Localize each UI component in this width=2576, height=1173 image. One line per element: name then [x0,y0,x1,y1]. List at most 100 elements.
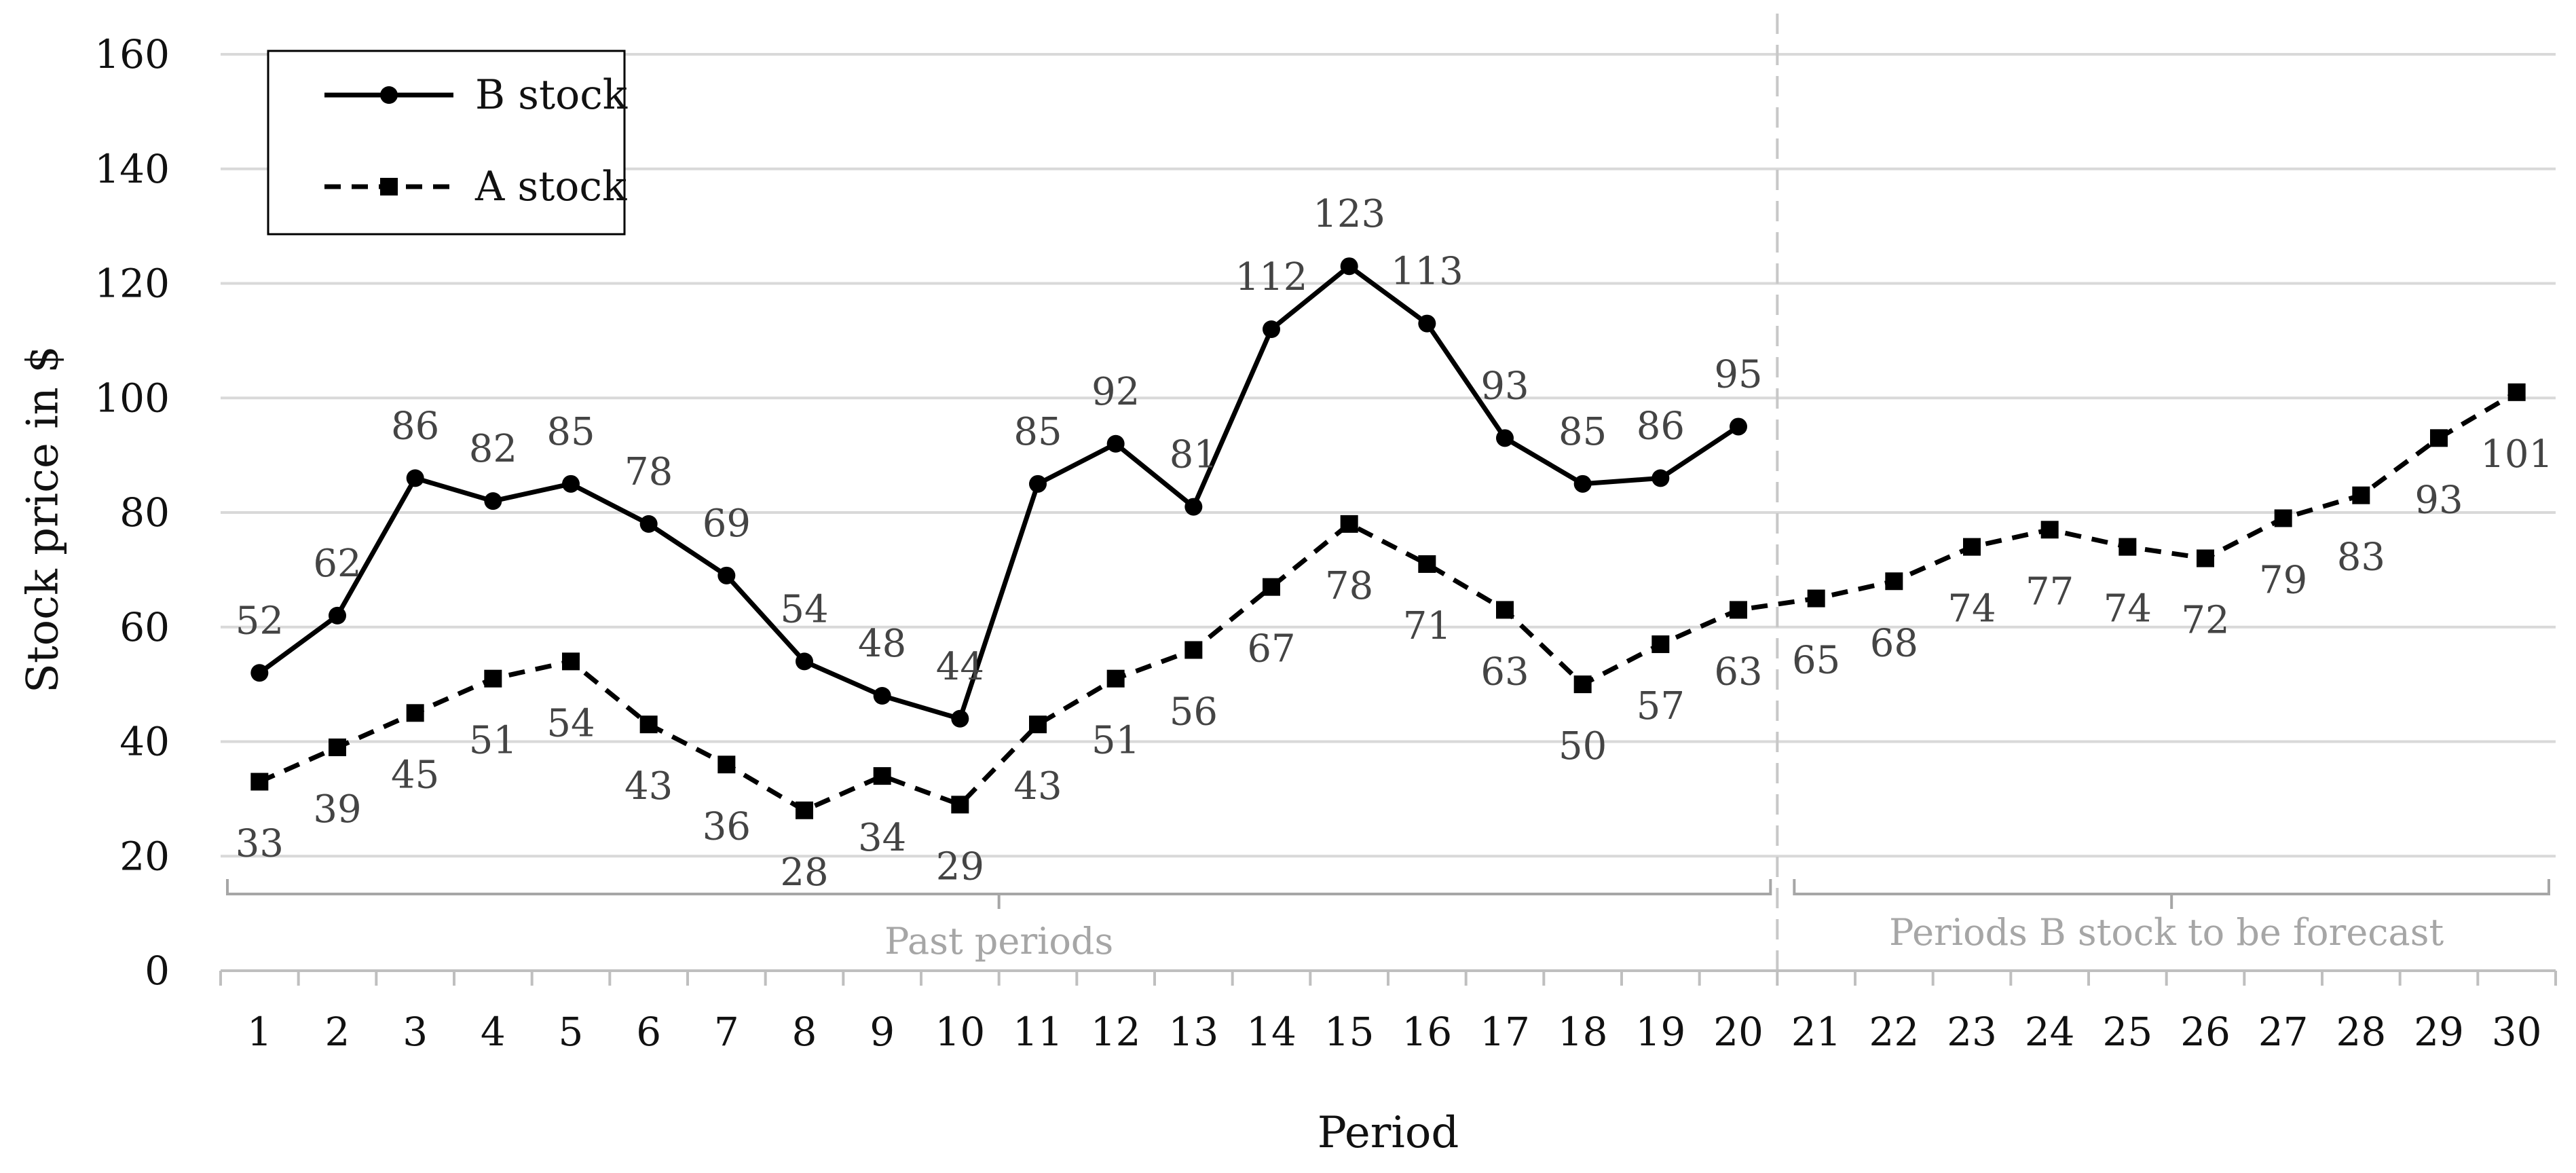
x-tick-label-13: 13 [1168,1009,1218,1055]
data-label-b-stock-14: 112 [1235,255,1308,299]
data-label-a-stock-13: 56 [1170,690,1218,734]
data-label-a-stock-4: 51 [469,719,517,763]
x-tick-label-15: 15 [1324,1009,1375,1055]
series-b-stock [250,257,1747,728]
data-label-b-stock-8: 54 [780,587,828,631]
marker-a-stock-15 [1340,515,1358,533]
marker-b-stock-20 [1730,417,1747,436]
x-tick-label-11: 11 [1013,1009,1063,1055]
x-tick-label-2: 2 [325,1009,350,1055]
data-label-a-stock-26: 72 [2181,599,2229,643]
x-tick-label-4: 4 [481,1009,506,1055]
data-label-b-stock-5: 85 [546,410,595,454]
y-tick-label-80: 80 [119,489,170,536]
x-tick-label-22: 22 [1869,1009,1919,1055]
data-label-a-stock-6: 43 [624,764,673,808]
bracket-past [226,879,1772,909]
marker-a-stock-29 [2430,429,2448,447]
marker-a-stock-21 [1807,589,1825,608]
x-tick-label-9: 9 [870,1009,895,1055]
marker-b-stock-7 [717,566,736,584]
past-periods-label: Past periods [884,920,1113,963]
data-label-b-stock-4: 82 [469,427,517,471]
x-tick-labels: 1 2 3 4 5 6 7 8 9 10 11 12 13 14 15 16 17 18 19 20 21 22 23 24 2… [247,1009,2542,1055]
x-tick-label-25: 25 [2102,1009,2152,1055]
marker-b-stock-13 [1184,498,1203,516]
y-axis-title: Stock price in $ [18,346,69,693]
x-tick-label-3: 3 [403,1009,428,1055]
marker-a-stock-27 [2274,509,2292,527]
legend-marker-a-stock [380,178,398,196]
marker-a-stock-23 [1963,538,1981,556]
marker-a-stock-5 [562,652,580,671]
axes [219,969,2557,986]
data-label-a-stock-22: 68 [1870,621,1918,665]
x-tick-label-24: 24 [2025,1009,2075,1055]
x-axis-title: Period [1318,1108,1459,1158]
y-tick-label-100: 100 [94,375,170,421]
marker-b-stock-1 [250,664,269,682]
data-label-a-stock-3: 45 [391,753,439,797]
data-label-b-stock-20: 95 [1714,352,1762,396]
marker-a-stock-19 [1651,635,1670,654]
x-tick-label-30: 30 [2492,1009,2542,1055]
data-label-a-stock-11: 43 [1013,764,1062,808]
x-tick-label-17: 17 [1480,1009,1530,1055]
x-tick-label-1: 1 [247,1009,272,1055]
data-label-a-stock-30: 101 [2480,432,2553,477]
data-label-b-stock-17: 93 [1480,364,1529,408]
data-label-b-stock-18: 85 [1558,410,1607,454]
bracket-forecast [1793,879,2550,909]
data-label-b-stock-10: 44 [936,645,984,689]
marker-a-stock-28 [2352,486,2370,504]
data-label-a-stock-5: 54 [546,701,595,745]
marker-b-stock-6 [639,515,658,533]
x-tick-label-5: 5 [559,1009,584,1055]
data-label-a-stock-16: 71 [1403,604,1451,648]
data-label-b-stock-16: 113 [1391,250,1463,294]
marker-a-stock-25 [2118,538,2137,556]
y-tick-label-40: 40 [119,719,170,765]
marker-a-stock-6 [639,715,658,734]
marker-b-stock-5 [562,474,580,493]
marker-a-stock-11 [1029,715,1047,734]
marker-b-stock-4 [484,492,502,510]
marker-a-stock-12 [1106,669,1125,688]
data-label-a-stock-29: 93 [2414,478,2463,522]
data-labels-a-stock: 33 39 45 51 54 43 36 28 34 29 43 51 56 67 78 71 63 50 57 63… [236,432,2553,895]
legend-box [267,50,626,236]
data-label-a-stock-28: 83 [2337,536,2385,580]
x-tick-label-27: 27 [2258,1009,2309,1055]
data-label-a-stock-10: 29 [936,844,984,889]
marker-b-stock-8 [796,652,813,671]
data-label-b-stock-3: 86 [391,404,439,448]
marker-a-stock-1 [250,772,269,791]
y-tick-labels: 0 20 40 60 80 100 120 140 160 [94,31,170,994]
marker-b-stock-19 [1651,469,1670,487]
y-tick-label-120: 120 [94,261,170,307]
x-tick-label-12: 12 [1091,1009,1141,1055]
marker-a-stock-30 [2507,383,2526,401]
marker-a-stock-24 [2040,521,2059,539]
data-label-a-stock-9: 34 [858,816,906,860]
data-label-b-stock-2: 62 [313,542,361,586]
marker-a-stock-10 [951,796,969,814]
x-tick-label-16: 16 [1402,1009,1452,1055]
marker-b-stock-11 [1029,474,1047,493]
x-tick-label-19: 19 [1635,1009,1685,1055]
data-label-b-stock-9: 48 [858,622,906,666]
marker-b-stock-10 [951,709,969,728]
x-tick-label-26: 26 [2180,1009,2230,1055]
data-label-b-stock-13: 81 [1170,433,1218,477]
x-tick-label-18: 18 [1558,1009,1608,1055]
forecast-periods-label: Periods B stock to be forecast [1889,911,2444,954]
marker-b-stock-9 [873,687,891,705]
data-label-a-stock-18: 50 [1558,724,1607,768]
data-label-a-stock-8: 28 [780,851,828,895]
marker-b-stock-3 [406,469,424,487]
legend-label-a-stock: A stock [474,163,627,210]
x-tick-label-14: 14 [1246,1009,1296,1055]
marker-a-stock-7 [717,756,736,774]
x-tick-label-29: 29 [2414,1009,2464,1055]
